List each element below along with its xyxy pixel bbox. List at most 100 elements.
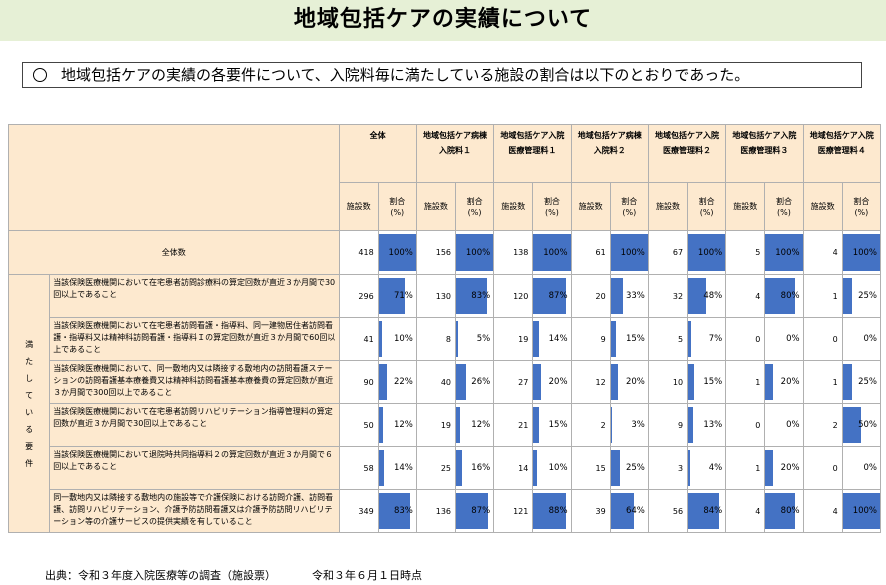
- facility-count-cell: 0: [802, 446, 843, 490]
- summary-box: 地域包括ケアの実績の各要件について、入院料毎に満たしている施設の割合は以下のとお…: [22, 62, 862, 88]
- group-header-line1: 地域包括ケア入院: [500, 131, 565, 140]
- ratio-cell: 13%: [687, 403, 727, 447]
- ratio-label: 100%: [620, 247, 645, 258]
- total-row-label: 全体数: [8, 230, 340, 275]
- group-header-line1: 地域包括ケア入院: [655, 131, 720, 140]
- side-label-char: 満: [25, 339, 34, 349]
- count-col-header: 施設数: [647, 182, 689, 231]
- ratio-label: 14%: [548, 334, 568, 344]
- facility-count-cell: 25: [415, 446, 457, 490]
- count-col-header: 施設数: [338, 182, 379, 231]
- ratio-cell: 12%: [455, 403, 495, 447]
- ratio-cell: 100%: [841, 489, 882, 533]
- facility-count-cell: 4: [725, 274, 766, 318]
- group-header-line1: 地域包括ケア病棟: [423, 131, 488, 140]
- ratio-col-header: 割合 (%): [687, 182, 727, 231]
- ratio-label: 100%: [852, 506, 877, 516]
- source-note: 出典：令和３年度入院医療等の調査（施設票） 令和３年６月１日時点: [45, 567, 458, 583]
- ratio-label: 0%: [863, 334, 878, 344]
- facility-count-cell: 5: [725, 230, 766, 275]
- ratio-col-header: 割合 (%): [455, 182, 495, 231]
- ratio-bar: [378, 278, 406, 314]
- title-band: [0, 0, 886, 41]
- ratio-cell: 4%: [687, 446, 727, 490]
- ratio-bar: [842, 407, 862, 443]
- ratio-col-header-line1: 割合: [775, 196, 792, 206]
- group-header: 地域包括ケア入院 医療管理料３: [725, 124, 804, 183]
- ratio-label: 3%: [631, 420, 645, 430]
- ratio-bar: [533, 278, 566, 314]
- ratio-label: 16%: [471, 463, 491, 473]
- facility-count-cell: 15: [570, 446, 611, 490]
- ratio-cell: 100%: [532, 230, 572, 275]
- ratio-label: 80%: [780, 506, 800, 516]
- side-label-char: る: [25, 424, 34, 434]
- ratio-cell: 14%: [532, 317, 572, 361]
- ratio-cell: 0%: [764, 317, 804, 361]
- ratio-bar: [378, 234, 416, 271]
- ratio-cell: 100%: [455, 230, 495, 275]
- ratio-label: 87%: [471, 506, 491, 516]
- facility-count-cell: 418: [338, 230, 379, 275]
- ratio-label: 25%: [858, 291, 877, 301]
- ratio-bar: [610, 407, 612, 443]
- ratio-cell: 83%: [377, 489, 417, 533]
- facility-count-cell: 19: [415, 403, 457, 447]
- requirement-text: 当該保険医療機関において退院時共同指導料２の算定回数が直近３か月間で６回以上であ…: [49, 446, 340, 490]
- ratio-label: 13%: [703, 420, 723, 430]
- ratio-bar: [378, 450, 384, 486]
- ratio-label: 84%: [703, 506, 723, 516]
- page-title: 地域包括ケアの実績について: [293, 7, 593, 32]
- ratio-bar: [842, 364, 853, 400]
- data-table: 全体 地域包括ケア病棟 入院料１ 地域包括ケア入院 医療管理料１ 地域包括ケア病棟 入院料２…: [7, 124, 882, 533]
- ratio-label: 0%: [786, 334, 800, 344]
- ratio-label: 100%: [697, 247, 723, 258]
- ratio-cell: 80%: [764, 274, 804, 318]
- facility-count-cell: 130: [415, 274, 457, 318]
- facility-count-cell: 1: [725, 360, 766, 404]
- requirement-text: 当該保険医療機関において在宅患者訪問看護・指導料、同一建物居住者訪問看護・指導料…: [49, 317, 340, 361]
- count-col-header: 施設数: [725, 182, 766, 231]
- facility-count-cell: 39: [570, 489, 611, 533]
- facility-count-cell: 8: [415, 317, 457, 361]
- ratio-col-header-line2: (%): [699, 207, 714, 217]
- ratio-cell: 20%: [764, 360, 804, 404]
- ratio-cell: 20%: [532, 360, 572, 404]
- ratio-label: 83%: [393, 506, 413, 516]
- ratio-bar: [610, 321, 617, 357]
- group-header-line1: 地域包括ケア入院: [809, 131, 874, 140]
- ratio-cell: 100%: [609, 230, 649, 275]
- facility-count-cell: 61: [570, 230, 611, 275]
- ratio-cell: 71%: [377, 274, 417, 318]
- side-label-char: し: [25, 373, 34, 383]
- facility-count-cell: 90: [338, 360, 379, 404]
- ratio-cell: 84%: [687, 489, 727, 533]
- ratio-cell: 10%: [377, 317, 417, 361]
- group-header: 地域包括ケア病棟 入院料１: [415, 124, 495, 183]
- ratio-bar: [456, 234, 494, 271]
- ratio-bar: [688, 364, 694, 400]
- ratio-cell: 15%: [532, 403, 572, 447]
- ratio-bar: [456, 407, 461, 443]
- ratio-cell: 22%: [377, 360, 417, 404]
- count-col-header: 施設数: [802, 182, 843, 231]
- ratio-label: 64%: [625, 506, 645, 516]
- ratio-col-header-line1: 割合: [466, 196, 483, 206]
- ratio-cell: 10%: [532, 446, 572, 490]
- ratio-col-header-line1: 割合: [698, 196, 715, 206]
- ratio-bar: [610, 493, 635, 529]
- ratio-label: 5%: [476, 334, 491, 344]
- facility-count-cell: 40: [415, 360, 457, 404]
- ratio-label: 15%: [703, 377, 723, 387]
- group-header-line2: 医療管理料１: [508, 146, 557, 155]
- ratio-bar: [688, 234, 726, 271]
- side-label-char: い: [25, 407, 34, 417]
- facility-count-cell: 10: [647, 360, 689, 404]
- ratio-bar: [765, 364, 773, 400]
- side-label-char: 件: [25, 458, 34, 468]
- ratio-bar: [456, 278, 487, 314]
- ratio-cell: 15%: [687, 360, 727, 404]
- ratio-col-header-line2: (%): [545, 207, 559, 217]
- ratio-col-header: 割合 (%): [532, 182, 572, 231]
- ratio-bar: [378, 321, 383, 357]
